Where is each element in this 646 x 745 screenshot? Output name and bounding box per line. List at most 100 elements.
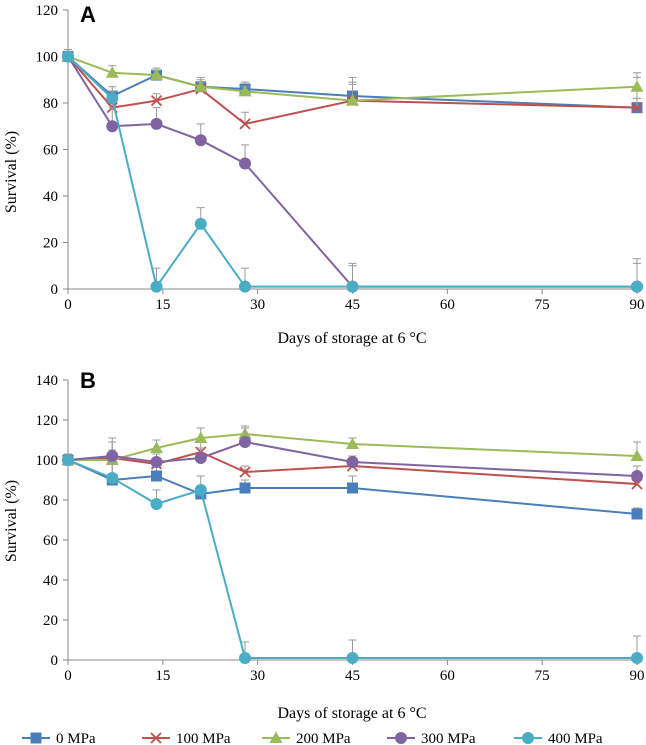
- data-point-300-mpa: [106, 120, 119, 133]
- x-tick-label-a: 15: [155, 297, 170, 313]
- y-tick-label-a: 0: [51, 282, 59, 298]
- data-point-200-mpa: [238, 84, 252, 97]
- x-tick-label-b: 90: [630, 668, 645, 684]
- data-point-400-mpa: [106, 92, 119, 105]
- y-tick-label-b: 0: [51, 653, 59, 669]
- data-point-100-mpa: [631, 102, 643, 114]
- data-point-200-mpa: [346, 437, 359, 449]
- legend-item-400-mpa: 400 MPa: [514, 731, 603, 745]
- data-point-0-mpa: [151, 470, 163, 482]
- y-axis-title-b: Survival (%): [3, 480, 20, 562]
- data-point-400-mpa: [194, 217, 207, 230]
- y-tick-label-b: 40: [43, 573, 58, 589]
- data-point-400-mpa: [239, 280, 252, 293]
- data-point-0-mpa: [239, 482, 251, 494]
- legend-label-200-mpa: 200 MPa: [296, 731, 351, 745]
- data-point-400-mpa: [194, 484, 207, 496]
- legend-item-100-mpa: 100 MPa: [142, 731, 231, 745]
- data-point-200-mpa: [150, 441, 164, 453]
- legend-marker: [395, 732, 407, 744]
- y-tick-label-b: 60: [43, 533, 58, 549]
- data-point-200-mpa: [630, 449, 644, 461]
- data-point-400-mpa: [150, 280, 163, 293]
- data-point-400-mpa: [346, 280, 359, 293]
- legend-item-300-mpa: 300 MPa: [387, 731, 476, 745]
- x-tick-label-a: 75: [535, 297, 550, 313]
- legend-marker: [30, 732, 42, 744]
- data-point-300-mpa: [631, 470, 643, 482]
- chart-panel-b: B Survival (%) Days of storage at 6 °C 0…: [3, 368, 645, 722]
- error-bar: [241, 111, 250, 124]
- data-point-100-mpa: [150, 95, 163, 107]
- data-point-200-mpa: [346, 94, 359, 106]
- data-point-400-mpa: [106, 472, 119, 484]
- legend-marker: [269, 731, 283, 743]
- x-axis-title-b: Days of storage at 6 °C: [277, 705, 426, 722]
- x-tick-label-b: 30: [250, 668, 265, 684]
- error-bar: [633, 97, 641, 108]
- series-400-mpa-a: [62, 49, 643, 293]
- x-tick-label-b: 75: [535, 668, 550, 684]
- data-point-300-mpa: [194, 452, 207, 464]
- data-point-400-mpa: [631, 652, 643, 664]
- data-point-300-mpa: [346, 456, 359, 468]
- data-point-400-mpa: [631, 280, 643, 293]
- data-point-400-mpa: [239, 652, 252, 664]
- y-tick-label-b: 100: [36, 453, 59, 469]
- y-tick-label-b: 20: [43, 613, 58, 629]
- y-tick-label-a: 80: [43, 96, 58, 112]
- legend-item-200-mpa: 200 MPa: [262, 731, 351, 745]
- data-point-300-mpa: [239, 436, 252, 448]
- y-tick-label-a: 20: [43, 236, 58, 252]
- data-point-400-mpa: [150, 498, 163, 510]
- legend-marker: [522, 732, 534, 744]
- legend-label-100-mpa: 100 MPa: [176, 731, 231, 745]
- data-point-300-mpa: [150, 456, 163, 468]
- series-200-mpa-a: [61, 49, 644, 106]
- data-point-300-mpa: [150, 117, 163, 130]
- data-point-300-mpa: [106, 450, 119, 462]
- data-point-200-mpa: [194, 80, 208, 92]
- data-point-300-mpa: [194, 134, 207, 147]
- data-point-400-mpa: [62, 454, 74, 466]
- series-300-mpa-b: [62, 427, 643, 482]
- y-tick-label-b: 80: [43, 493, 58, 509]
- x-tick-label-a: 45: [345, 297, 360, 313]
- data-point-400-mpa: [346, 652, 359, 664]
- legend: 0 MPa 100 MPa 200 MPa 300 MPa 400 MPa: [22, 731, 603, 745]
- legend-marker: [150, 732, 162, 744]
- x-tick-label-a: 30: [250, 297, 265, 313]
- data-point-200-mpa: [194, 431, 208, 443]
- y-tick-label-a: 60: [43, 143, 58, 159]
- data-point-300-mpa: [239, 157, 252, 170]
- data-point-200-mpa: [150, 68, 164, 81]
- data-point-200-mpa: [105, 66, 119, 78]
- x-tick-label-a: 60: [440, 297, 455, 313]
- x-tick-label-a: 90: [630, 297, 645, 313]
- legend-label-400-mpa: 400 MPa: [548, 731, 603, 745]
- x-tick-label-b: 0: [64, 668, 72, 684]
- legend-item-0-mpa: 0 MPa: [22, 731, 96, 745]
- data-point-400-mpa: [62, 50, 74, 63]
- data-point-100-mpa: [239, 466, 251, 478]
- y-tick-label-b: 140: [36, 373, 59, 389]
- x-axis-title-a: Days of storage at 6 °C: [277, 330, 426, 347]
- y-axis-title-a: Survival (%): [3, 131, 20, 213]
- x-tick-label-b: 15: [155, 668, 170, 684]
- x-tick-label-b: 45: [345, 668, 360, 684]
- chart-panel-a: A Survival (%) Days of storage at 6 °C 0…: [3, 2, 645, 347]
- data-point-0-mpa: [347, 482, 358, 494]
- data-point-100-mpa: [239, 118, 251, 130]
- x-tick-label-a: 0: [64, 297, 72, 313]
- data-point-0-mpa: [631, 508, 643, 520]
- legend-label-300-mpa: 300 MPa: [421, 731, 476, 745]
- panel-label-a: A: [80, 2, 96, 27]
- y-tick-label-b: 120: [36, 413, 59, 429]
- panel-label-b: B: [80, 368, 96, 393]
- y-tick-label-a: 100: [36, 50, 59, 66]
- x-tick-label-b: 60: [440, 668, 455, 684]
- series-400-mpa-b: [62, 453, 643, 664]
- legend-label-0-mpa: 0 MPa: [56, 731, 96, 745]
- y-tick-label-a: 120: [36, 3, 59, 19]
